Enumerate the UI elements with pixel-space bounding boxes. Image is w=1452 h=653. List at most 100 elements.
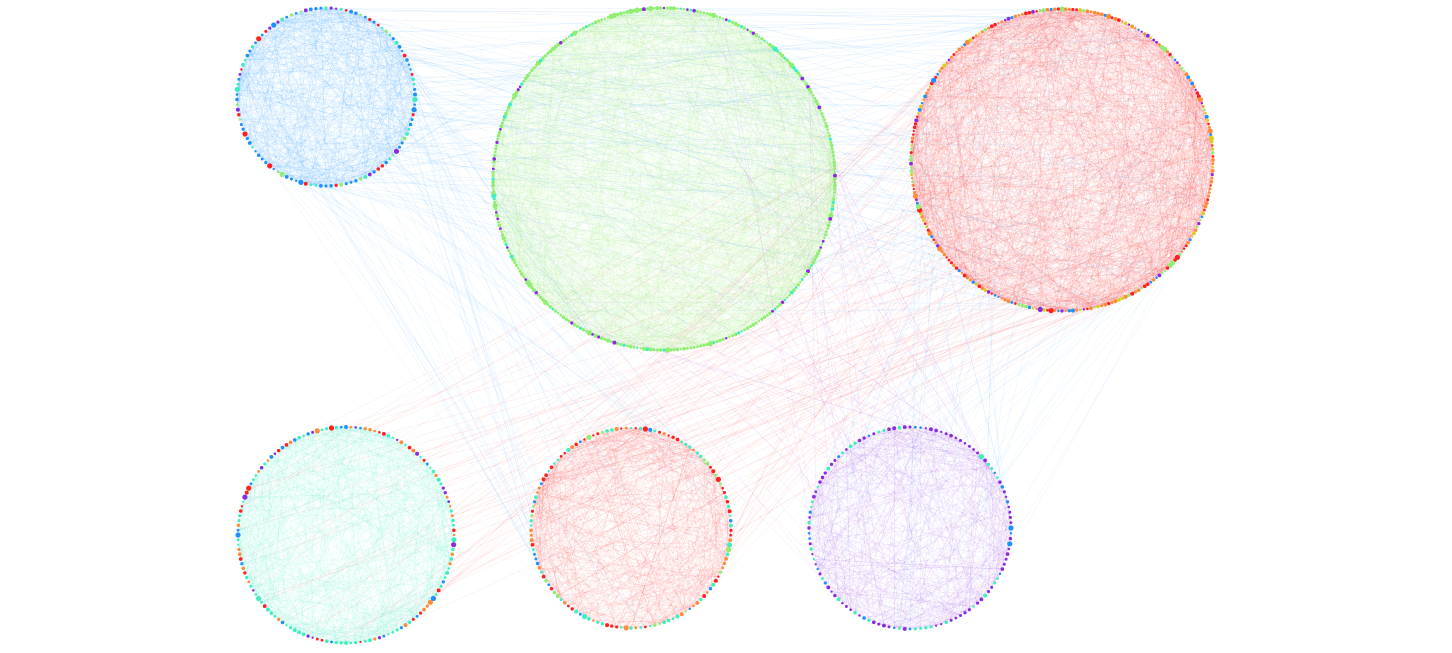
graph-node[interactable] (391, 436, 395, 439)
graph-node[interactable] (776, 49, 780, 53)
graph-node[interactable] (820, 475, 825, 480)
graph-node[interactable] (505, 246, 509, 249)
graph-node[interactable] (1210, 168, 1215, 173)
graph-node[interactable] (655, 6, 660, 11)
graph-node[interactable] (339, 641, 343, 645)
graph-node[interactable] (1024, 304, 1028, 309)
graph-node[interactable] (952, 53, 956, 56)
graph-node[interactable] (733, 21, 738, 26)
graph-node[interactable] (711, 582, 716, 587)
graph-node[interactable] (1211, 144, 1214, 147)
graph-node[interactable] (425, 462, 429, 466)
graph-node[interactable] (662, 6, 666, 10)
graph-node[interactable] (299, 10, 303, 13)
graph-node[interactable] (236, 82, 240, 86)
graph-node[interactable] (817, 248, 821, 253)
graph-node[interactable] (1009, 532, 1013, 535)
graph-node[interactable] (968, 278, 972, 282)
graph-node[interactable] (996, 577, 999, 580)
graph-node[interactable] (912, 193, 919, 199)
graph-node[interactable] (913, 627, 917, 631)
graph-node[interactable] (1092, 10, 1097, 15)
graph-node[interactable] (1211, 147, 1215, 151)
graph-node[interactable] (772, 46, 778, 52)
graph-node[interactable] (1008, 510, 1012, 514)
graph-node[interactable] (1167, 262, 1173, 269)
graph-node[interactable] (513, 261, 517, 265)
graph-node[interactable] (1133, 290, 1137, 294)
graph-node[interactable] (910, 136, 915, 140)
graph-node[interactable] (729, 523, 733, 528)
graph-node[interactable] (930, 235, 934, 239)
graph-node[interactable] (407, 63, 411, 66)
graph-node[interactable] (591, 22, 594, 25)
graph-node[interactable] (264, 160, 268, 165)
graph-node[interactable] (726, 547, 732, 553)
graph-node[interactable] (246, 485, 252, 491)
graph-node[interactable] (796, 71, 801, 75)
graph-node[interactable] (547, 470, 550, 473)
graph-node[interactable] (978, 32, 981, 35)
graph-node[interactable] (910, 147, 913, 151)
graph-node[interactable] (544, 578, 548, 583)
graph-node[interactable] (719, 482, 722, 486)
graph-node[interactable] (1106, 13, 1112, 19)
graph-node[interactable] (821, 239, 825, 243)
graph-node[interactable] (431, 469, 436, 474)
graph-node[interactable] (1152, 38, 1156, 42)
graph-node[interactable] (494, 147, 498, 151)
graph-node[interactable] (320, 638, 324, 642)
graph-node[interactable] (409, 68, 412, 71)
graph-node[interactable] (301, 632, 306, 637)
graph-node[interactable] (1008, 515, 1012, 519)
graph-node[interactable] (448, 505, 452, 508)
graph-node[interactable] (807, 87, 812, 92)
graph-node[interactable] (949, 618, 953, 622)
graph-node[interactable] (837, 455, 841, 459)
graph-node[interactable] (339, 7, 343, 11)
graph-node[interactable] (1110, 16, 1114, 20)
graph-node[interactable] (827, 131, 830, 134)
graph-node[interactable] (1006, 299, 1011, 304)
graph-node[interactable] (492, 187, 495, 191)
graph-node[interactable] (402, 53, 407, 58)
graph-node[interactable] (692, 345, 696, 349)
graph-node[interactable] (254, 593, 258, 596)
graph-node[interactable] (940, 430, 943, 434)
graph-node[interactable] (247, 141, 252, 145)
graph-node[interactable] (447, 567, 450, 570)
graph-node[interactable] (528, 71, 531, 75)
graph-node[interactable] (831, 204, 835, 208)
graph-node[interactable] (503, 239, 507, 243)
graph-node[interactable] (780, 53, 785, 58)
graph-node[interactable] (600, 18, 604, 22)
graph-node[interactable] (998, 572, 1002, 576)
graph-node[interactable] (972, 448, 975, 451)
graph-node[interactable] (986, 590, 991, 594)
graph-node[interactable] (927, 88, 930, 92)
graph-node[interactable] (600, 622, 605, 626)
graph-node[interactable] (715, 340, 719, 344)
graph-node[interactable] (1182, 247, 1186, 251)
graph-node[interactable] (699, 10, 702, 14)
graph-node[interactable] (593, 20, 598, 25)
graph-node[interactable] (1000, 297, 1003, 300)
graph-node[interactable] (235, 107, 240, 112)
graph-node[interactable] (1000, 485, 1005, 489)
graph-node[interactable] (1100, 304, 1104, 308)
graph-node[interactable] (514, 90, 519, 95)
graph-node[interactable] (938, 69, 942, 73)
graph-node[interactable] (419, 455, 422, 459)
graph-node[interactable] (828, 213, 834, 219)
graph-node[interactable] (493, 200, 497, 204)
graph-node[interactable] (751, 31, 756, 35)
graph-node[interactable] (639, 426, 643, 431)
graph-node[interactable] (494, 144, 498, 147)
graph-node[interactable] (692, 604, 695, 608)
graph-node[interactable] (754, 321, 758, 325)
graph-node[interactable] (830, 207, 835, 211)
graph-node[interactable] (1086, 307, 1089, 311)
graph-node[interactable] (294, 179, 298, 183)
graph-node[interactable] (610, 428, 614, 432)
graph-node[interactable] (824, 124, 829, 129)
